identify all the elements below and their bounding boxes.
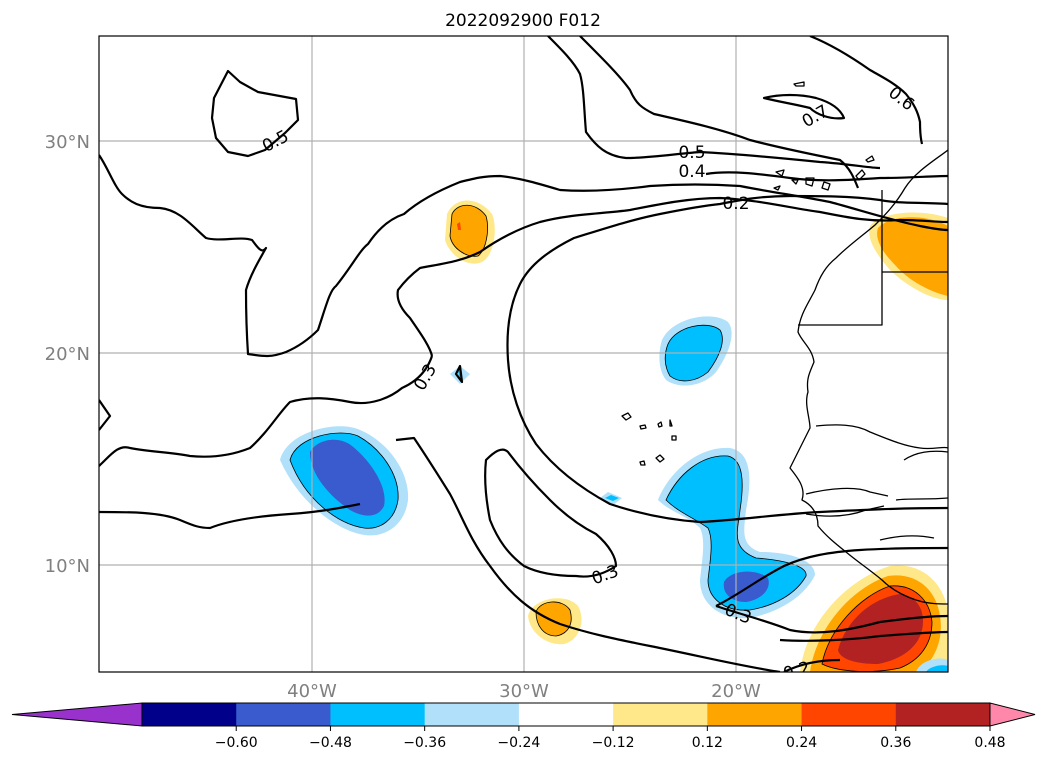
contour-lines	[99, 36, 948, 672]
colorbar-outline	[141, 702, 991, 727]
colorbar-tick-label: −0.36	[403, 735, 446, 751]
colorbar-bin	[895, 703, 991, 726]
contour-label: 0.6	[884, 83, 918, 115]
colorbar-tick-label: 0.12	[692, 735, 723, 751]
colorbar-tick-label: −0.12	[592, 735, 635, 751]
lon-label: 40°W	[287, 681, 337, 702]
colorbar-tick-label: 0.24	[786, 735, 817, 751]
colorbar-tick-label: −0.60	[215, 735, 258, 751]
lon-label: 30°W	[499, 681, 549, 702]
colorbar-bin	[707, 703, 803, 726]
lat-label: 20°N	[45, 344, 90, 365]
lon-label: 20°W	[711, 681, 761, 702]
contour-label: 0.5	[678, 143, 705, 163]
colorbar-extend-min	[11, 702, 143, 727]
map-frame	[98, 35, 949, 673]
contour-label: 0.4	[678, 162, 705, 182]
colorbar-bin	[518, 703, 614, 726]
colorbar-bin	[236, 703, 331, 726]
map-area: 0.5 0.7 0.6 0.5 0.4 0.2 0.3 0.3 0.3 0.2	[99, 36, 948, 684]
contour-labels: 0.5 0.7 0.6 0.5 0.4 0.2 0.3 0.3 0.3 0.2	[259, 83, 918, 684]
shaded-anomalies	[280, 200, 948, 672]
colorbar-tick-label: 0.36	[880, 735, 911, 751]
colorbar-extend-max	[989, 702, 1036, 727]
colorbar-bin	[801, 703, 897, 726]
colorbar-bin	[613, 703, 708, 726]
colorbar-bin	[424, 703, 520, 726]
lat-label: 10°N	[45, 556, 90, 577]
colorbar-tick-label: 0.48	[974, 735, 1005, 751]
colorbar-tick-label: −0.24	[497, 735, 540, 751]
map-title: 2022092900 F012	[445, 11, 601, 31]
contour-label: 0.2	[781, 658, 812, 684]
gridlines	[99, 36, 948, 672]
latitude-labels: 30°N 20°N 10°N	[45, 132, 90, 577]
colorbar-bin	[142, 703, 237, 726]
longitude-labels: 40°W 30°W 20°W	[287, 681, 761, 702]
colorbar-tick-label: −0.48	[309, 735, 352, 751]
colorbar: −0.60 −0.48 −0.36 −0.24 −0.12 0.12 0.24 0.36 0.4…	[11, 702, 1036, 751]
contour-label: 0.2	[722, 194, 749, 214]
colorbar-bin	[330, 703, 426, 726]
contour-label: 0.3	[410, 361, 441, 394]
lat-label: 30°N	[45, 132, 90, 153]
